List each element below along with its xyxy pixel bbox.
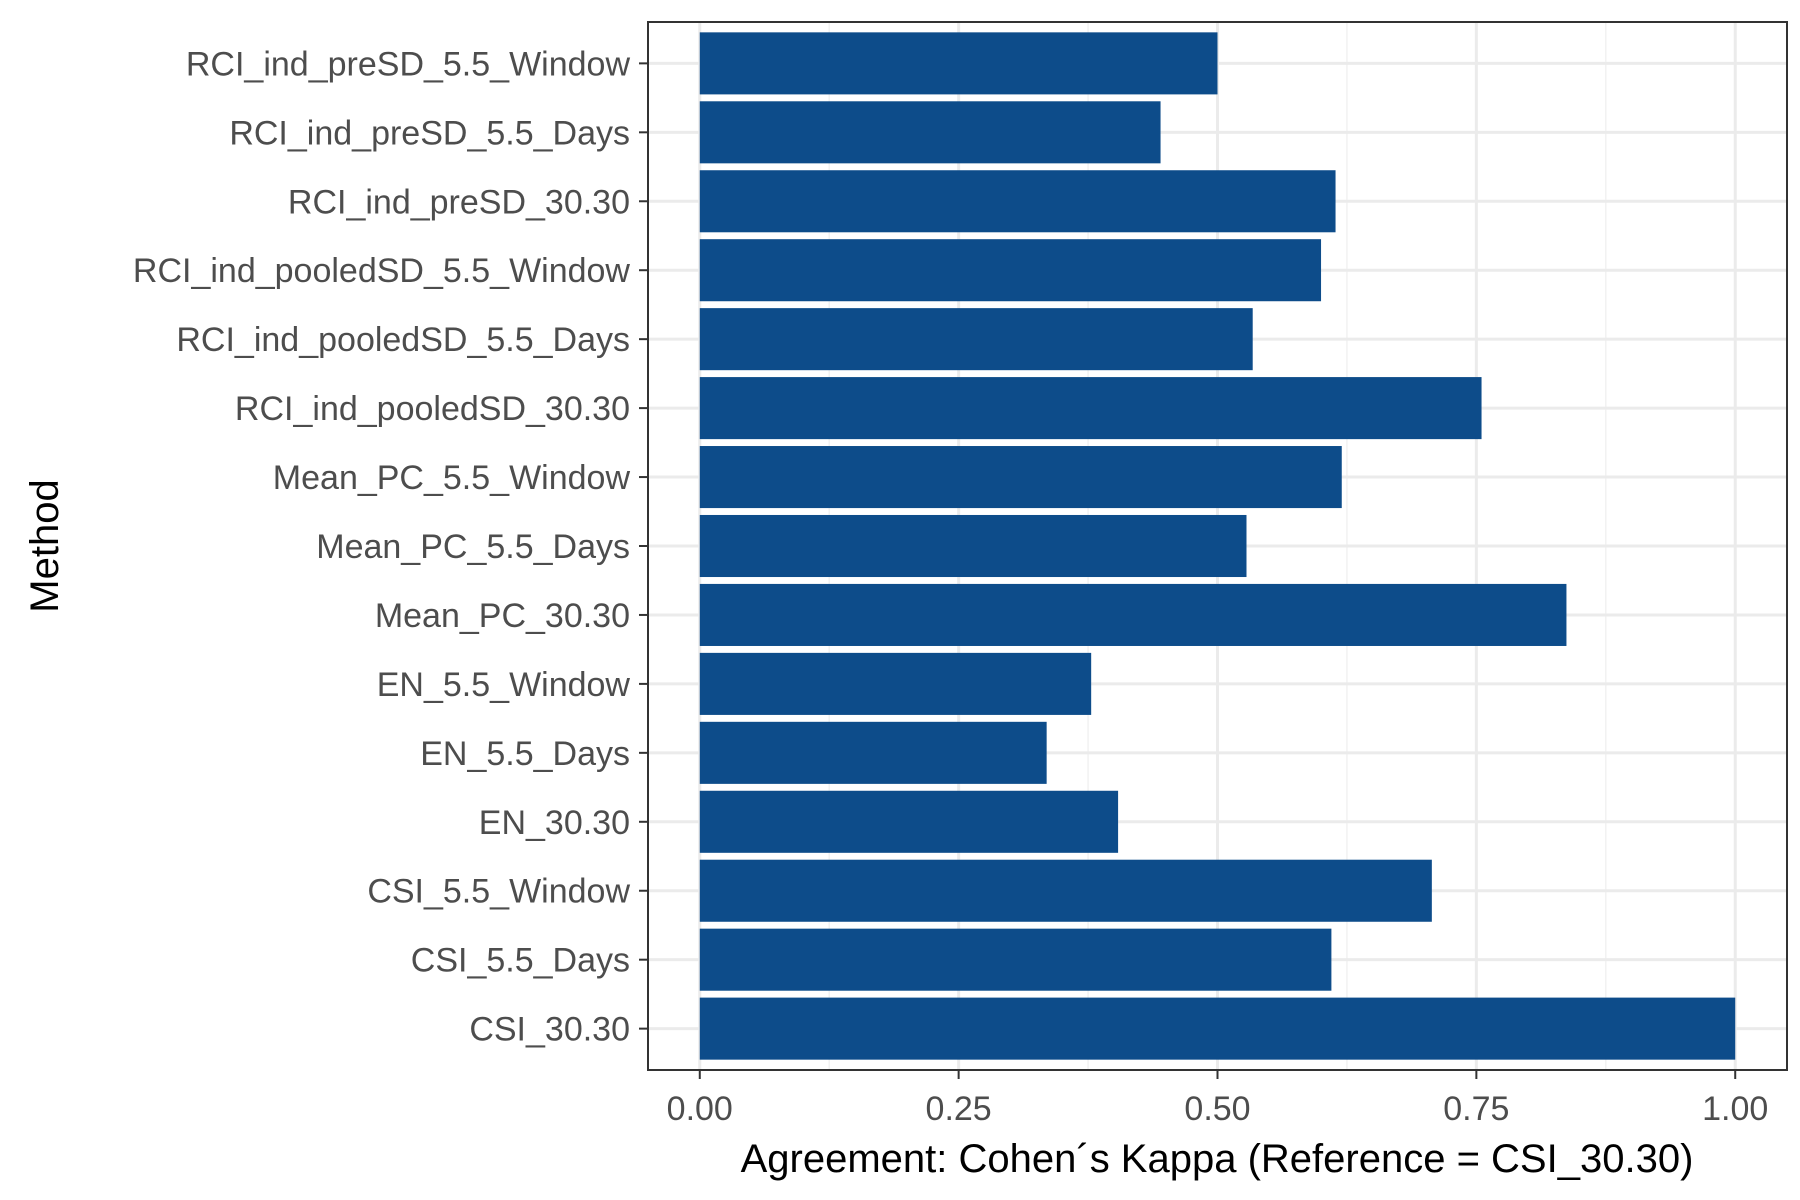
y-tick-label: Mean_PC_30.30 <box>375 597 630 635</box>
bar-RCI_ind_preSD_5.5_Window <box>699 32 1218 95</box>
bar-CSI_5.5_Window <box>699 859 1432 922</box>
bar-RCI_ind_pooledSD_5.5_Window <box>699 239 1322 302</box>
y-axis: RCI_ind_preSD_5.5_Window RCI_ind_preSD_5.… <box>133 45 648 1049</box>
bar-EN_30.30 <box>699 790 1119 853</box>
y-tick-label: Mean_PC_5.5_Window <box>273 459 631 497</box>
x-axis-title: Agreement: Cohen´s Kappa (Reference = CS… <box>741 1137 1694 1181</box>
y-tick-label: EN_30.30 <box>479 804 630 842</box>
y-tick-label: RCI_ind_pooledSD_5.5_Days <box>176 321 630 359</box>
bar-EN_5.5_Days <box>699 721 1047 784</box>
y-tick-label: EN_5.5_Days <box>420 735 630 773</box>
bar-RCI_ind_preSD_5.5_Days <box>699 101 1161 164</box>
x-tick-label: 0.00 <box>667 1090 733 1128</box>
x-tick-label: 0.50 <box>1184 1090 1250 1128</box>
bar-Mean_PC_30.30 <box>699 583 1567 646</box>
bar-RCI_ind_preSD_30.30 <box>699 170 1336 233</box>
y-tick-label: CSI_5.5_Window <box>367 873 630 911</box>
bar-Mean_PC_5.5_Days <box>699 514 1247 578</box>
y-tick-label: RCI_ind_pooledSD_30.30 <box>235 390 630 428</box>
y-tick-label: RCI_ind_preSD_5.5_Window <box>186 45 631 83</box>
bar-RCI_ind_pooledSD_30.30 <box>699 377 1482 440</box>
bars <box>699 32 1736 1060</box>
x-tick-label: 1.00 <box>1702 1090 1768 1128</box>
bar-RCI_ind_pooledSD_5.5_Days <box>699 308 1253 371</box>
y-tick-label: CSI_5.5_Days <box>411 942 630 980</box>
x-tick-label: 0.75 <box>1443 1090 1509 1128</box>
x-axis: 0.00 0.25 0.50 0.75 1.00 <box>667 1070 1768 1128</box>
y-tick-label: RCI_ind_preSD_5.5_Days <box>229 114 630 152</box>
y-tick-label: CSI_30.30 <box>469 1011 630 1049</box>
y-tick-label: RCI_ind_preSD_30.30 <box>288 183 630 221</box>
y-axis-title: Method <box>23 479 67 612</box>
bar-Mean_PC_5.5_Window <box>699 446 1342 509</box>
bar-CSI_30.30 <box>699 997 1736 1060</box>
x-tick-label: 0.25 <box>926 1090 992 1128</box>
y-tick-label: Mean_PC_5.5_Days <box>316 528 630 566</box>
y-tick-label: EN_5.5_Window <box>377 666 631 704</box>
bar-CSI_5.5_Days <box>699 928 1332 991</box>
y-tick-label: RCI_ind_pooledSD_5.5_Window <box>133 252 631 290</box>
bar-EN_5.5_Window <box>699 652 1092 715</box>
